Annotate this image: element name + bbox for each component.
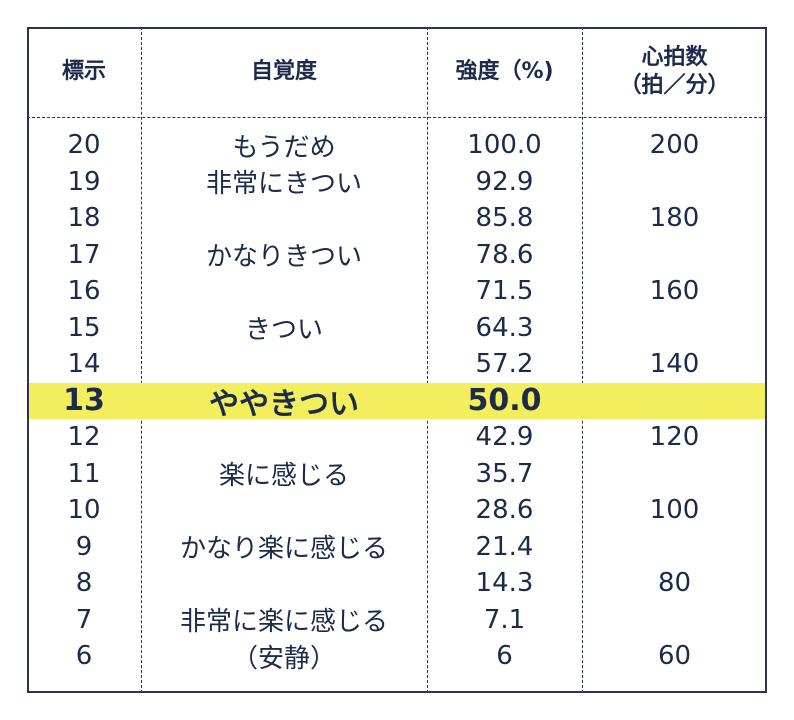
- cell-mark: 6: [75, 641, 93, 671]
- cell-heart-rate: 60: [657, 641, 692, 671]
- cell-heart-rate: 200: [649, 130, 700, 160]
- table-frame: [27, 27, 767, 693]
- cell-mark: 16: [67, 276, 101, 306]
- cell-mark: 15: [67, 312, 101, 343]
- cell-perceived: もうだめ: [232, 132, 336, 163]
- cell-heart-rate: [582, 383, 767, 419]
- cell-intensity: 85.8: [475, 203, 534, 233]
- cell-perceived: （安静）: [231, 643, 336, 674]
- cell-intensity: 71.5: [475, 276, 534, 306]
- cell-intensity: 6: [496, 641, 513, 671]
- table-row: 11 楽に感じる 35.7: [27, 456, 767, 492]
- cell-perceived: ややきつい: [209, 386, 359, 422]
- cell-intensity: 92.9: [475, 166, 534, 197]
- cell-intensity: 50.0: [467, 383, 542, 418]
- cell-mark: 19: [67, 166, 101, 197]
- table-row: 10 28.6 100: [27, 492, 767, 528]
- cell-mark: 11: [67, 458, 101, 489]
- cell-mark: 10: [67, 495, 101, 525]
- table-row: 17 かなりきつい 78.6: [27, 237, 767, 273]
- cell-intensity: 100.0: [467, 130, 542, 160]
- column-divider: [141, 27, 142, 693]
- table-row: 12 42.9 120: [27, 419, 767, 455]
- table-row: 8 14.3 80: [27, 565, 767, 601]
- header-mark: 標示: [61, 59, 106, 84]
- table-row: 14 57.2 140: [27, 346, 767, 382]
- header-divider: [27, 117, 767, 118]
- cell-intensity: 28.6: [475, 495, 534, 525]
- cell-perceived: きつい: [244, 315, 323, 345]
- cell-intensity: 21.4: [475, 531, 534, 562]
- cell-perceived: [141, 492, 427, 528]
- cell-heart-rate: 180: [649, 203, 700, 233]
- cell-perceived: 楽に感じる: [218, 461, 349, 491]
- table-row: 20 もうだめ 100.0 200: [27, 127, 767, 163]
- cell-perceived: [141, 273, 427, 309]
- cell-mark: 14: [67, 349, 101, 379]
- header-heart-rate-line2: （拍／分）: [619, 73, 730, 98]
- cell-mark: 13: [63, 383, 105, 418]
- table-row: 15 きつい 64.3: [27, 310, 767, 346]
- cell-mark: 20: [67, 130, 101, 160]
- cell-mark: 12: [67, 422, 101, 452]
- cell-heart-rate: [582, 310, 767, 346]
- cell-perceived: [141, 200, 427, 236]
- cell-perceived: [141, 419, 427, 455]
- cell-heart-rate: 140: [649, 349, 700, 379]
- cell-heart-rate: [582, 529, 767, 565]
- header-heart-rate-line1: 心拍数: [641, 45, 708, 70]
- highlighted-row: 13 ややきつい 50.0: [29, 382, 767, 422]
- cell-perceived: 非常に楽に感じる: [179, 607, 388, 637]
- cell-intensity: 14.3: [475, 568, 534, 598]
- cell-perceived: [141, 565, 427, 601]
- cell-intensity: 7.1: [483, 604, 526, 635]
- cell-perceived: かなりきつい: [205, 242, 362, 272]
- cell-mark: 18: [67, 203, 101, 233]
- header-intensity: 強度（%): [455, 59, 554, 84]
- header-heart-rate: 心拍数 （拍／分）: [582, 27, 767, 117]
- cell-mark: 7: [75, 604, 93, 635]
- cell-heart-rate: 100: [649, 495, 700, 525]
- cell-intensity: 64.3: [475, 312, 534, 343]
- cell-heart-rate: [582, 237, 767, 273]
- cell-heart-rate: [582, 456, 767, 492]
- cell-heart-rate: 160: [649, 276, 700, 306]
- cell-heart-rate: 120: [649, 422, 700, 452]
- cell-heart-rate: 80: [657, 568, 692, 598]
- cell-perceived: かなり楽に感じる: [179, 534, 388, 564]
- column-divider: [427, 27, 428, 693]
- table-row: 6 （安静） 6 60: [27, 638, 767, 674]
- cell-intensity: 42.9: [475, 422, 534, 452]
- cell-perceived: [141, 346, 427, 382]
- table-row: 19 非常にきつい 92.9: [27, 164, 767, 200]
- cell-mark: 9: [75, 531, 93, 562]
- cell-mark: 17: [67, 239, 101, 270]
- header-perceived: 自覚度: [250, 59, 317, 84]
- cell-mark: 8: [75, 568, 93, 598]
- table-row: 9 かなり楽に感じる 21.4: [27, 529, 767, 565]
- cell-heart-rate: [582, 164, 767, 200]
- cell-intensity: 78.6: [475, 239, 534, 270]
- table-row: 7 非常に楽に感じる 7.1: [27, 602, 767, 638]
- cell-intensity: 57.2: [475, 349, 534, 379]
- table-row: 18 85.8 180: [27, 200, 767, 236]
- cell-heart-rate: [582, 602, 767, 638]
- cell-perceived: 非常にきつい: [205, 169, 362, 199]
- table-row: 16 71.5 160: [27, 273, 767, 309]
- cell-intensity: 35.7: [475, 458, 534, 489]
- column-divider: [582, 27, 583, 693]
